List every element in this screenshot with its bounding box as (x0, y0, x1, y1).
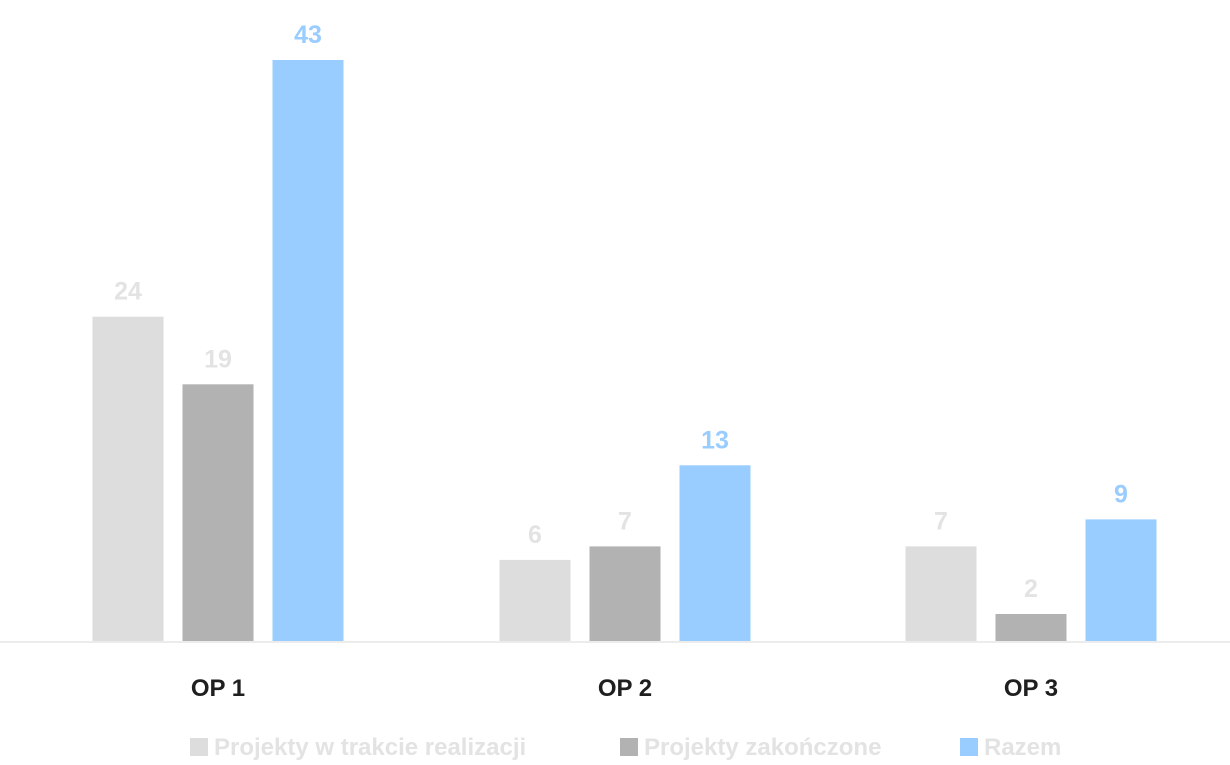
legend-swatch-projekty-zakonczone (620, 738, 638, 756)
value-label-razem-op-2: 13 (701, 426, 729, 454)
value-label-projekty-zakonczone-op-3: 2 (1024, 575, 1038, 603)
legend-label-projekty-zakonczone: Projekty zakończone (644, 734, 881, 761)
legend-label-projekty-w-trakcie-realizacji: Projekty w trakcie realizacji (214, 734, 526, 761)
bar-projekty-w-trakcie-realizacji-op-1 (92, 316, 164, 641)
category-label-op-1: OP 1 (191, 675, 245, 702)
bar-projekty-zakonczone-op-1 (182, 384, 254, 641)
value-label-razem-op-1: 43 (294, 21, 322, 49)
bar-razem-op-3 (1085, 519, 1157, 641)
category-label-op-2: OP 2 (598, 675, 652, 702)
value-label-razem-op-3: 9 (1114, 480, 1128, 508)
bar-razem-op-1 (272, 60, 344, 641)
category-label-op-3: OP 3 (1004, 675, 1058, 702)
legend: Projekty w trakcie realizacji Projekty za… (190, 734, 1061, 761)
bar-projekty-zakonczone-op-2 (589, 546, 661, 641)
bars-group (92, 60, 1157, 641)
value-label-projekty-zakonczone-op-2: 7 (618, 507, 632, 535)
bar-razem-op-2 (679, 465, 751, 641)
legend-label-razem: Razem (984, 734, 1061, 761)
value-label-projekty-w-trakcie-realizacji-op-2: 6 (528, 521, 542, 549)
bar-projekty-w-trakcie-realizacji-op-2 (499, 559, 571, 641)
legend-swatch-projekty-w-trakcie-realizacji (190, 738, 208, 756)
bar-projekty-w-trakcie-realizacji-op-3 (905, 546, 977, 641)
value-label-projekty-w-trakcie-realizacji-op-1: 24 (114, 278, 142, 306)
value-label-projekty-w-trakcie-realizacji-op-3: 7 (934, 507, 948, 535)
legend-swatch-razem (960, 738, 978, 756)
category-labels-group: OP 1 OP 2 OP 3 (191, 675, 1058, 702)
bar-projekty-zakonczone-op-3 (995, 614, 1067, 641)
value-label-projekty-zakonczone-op-1: 19 (204, 345, 232, 373)
